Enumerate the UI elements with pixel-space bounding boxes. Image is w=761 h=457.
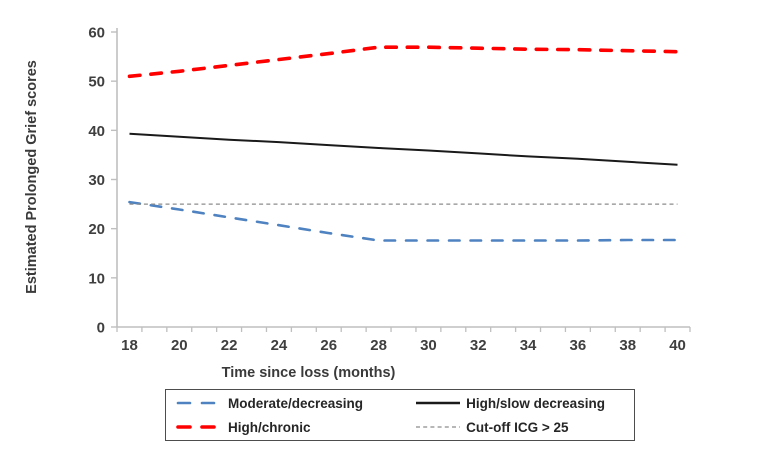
legend-item-cutoff-icg: Cut-off ICG > 25 (414, 415, 634, 439)
x-tick-label: 38 (619, 337, 636, 354)
x-tick-label: 18 (121, 337, 138, 354)
x-tick-label: 28 (370, 337, 387, 354)
legend-item-moderate-decreasing: Moderate/decreasing (176, 391, 414, 415)
x-tick-label: 26 (320, 337, 337, 354)
x-tick-label: 32 (470, 337, 487, 354)
x-tick-label: 36 (570, 337, 587, 354)
x-tick-label: 20 (171, 337, 188, 354)
y-axis-title: Estimated Prolonged Grief scores (24, 60, 40, 294)
x-tick-label: 34 (520, 337, 537, 354)
moderate-decreasing-line-swatch (176, 401, 224, 405)
series-line-high-slow-decreasing (129, 132, 678, 166)
legend-label: Moderate/decreasing (228, 395, 364, 411)
y-tick-label: 30 (88, 172, 105, 189)
legend-label: Cut-off ICG > 25 (466, 419, 569, 435)
high-slow-decreasing-line-swatch (416, 401, 461, 405)
cutoff-icg-line-swatch (416, 426, 461, 428)
legend-box: Moderate/decreasing High/slow decreasing… (165, 389, 635, 441)
x-axis-title-wrap: Time since loss (months) (0, 365, 617, 381)
y-tick-label: 60 (88, 25, 105, 42)
series-line-moderate-decreasing (128, 200, 679, 242)
x-axis-title: Time since loss (months) (221, 365, 396, 381)
y-tick-label: 0 (97, 320, 105, 337)
x-tick-label: 22 (221, 337, 238, 354)
high-chronic-line-swatch (176, 425, 224, 429)
x-tick-label: 40 (669, 337, 686, 354)
series-line-high-chronic (127, 45, 680, 79)
y-tick-label: 40 (88, 123, 105, 140)
x-tick-label: 30 (420, 337, 437, 354)
y-tick-label: 50 (88, 74, 105, 91)
legend-item-high-chronic: High/chronic (176, 415, 414, 439)
legend-item-high-slow-decreasing: High/slow decreasing (414, 391, 634, 415)
y-tick-label: 10 (88, 270, 105, 287)
legend-label: High/slow decreasing (466, 395, 605, 411)
legend-label: High/chronic (228, 419, 311, 435)
x-tick-label: 24 (271, 337, 288, 354)
y-tick-label: 20 (88, 221, 105, 238)
